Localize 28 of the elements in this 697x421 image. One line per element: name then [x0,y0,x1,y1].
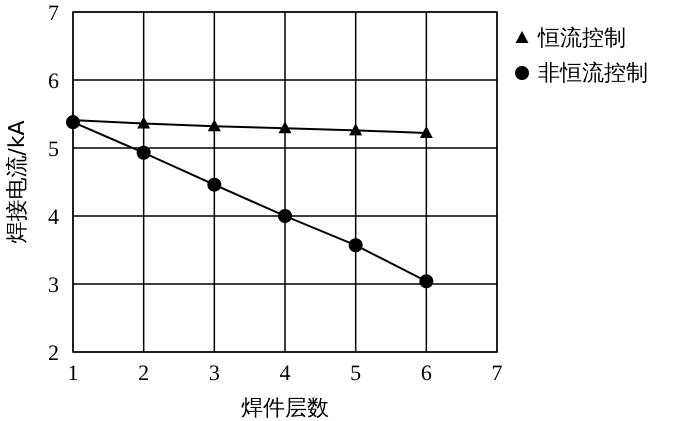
y-tick-label: 2 [48,340,59,365]
point [137,116,150,129]
legend-label: 恒流控制 [537,26,626,51]
x-tick-label: 5 [350,360,362,385]
point [207,178,222,192]
point [136,146,151,160]
point [419,274,434,288]
point [278,121,292,134]
x-tick-label: 6 [420,360,432,385]
x-tick-label: 3 [208,360,220,385]
y-axis-title: 焊接电流/kA [5,120,30,244]
x-tick-label: 4 [280,360,290,385]
x-tick-label: 1 [68,360,78,385]
point [349,123,362,136]
y-tick-label: 6 [48,68,59,93]
legend-label: 非恒流控制 [538,61,648,86]
y-tick-label: 7 [48,0,59,25]
point [420,126,433,138]
point [348,238,363,252]
y-tick-label: 4 [48,204,59,229]
y-tick-label: 5 [48,136,59,161]
x-tick-label: 7 [492,360,502,385]
y-tick-label: 3 [48,272,59,297]
point [278,209,292,223]
x-axis-title: 焊件层数 [241,396,329,421]
point [66,115,80,130]
x-tick-label: 2 [138,360,150,385]
point [208,119,221,132]
